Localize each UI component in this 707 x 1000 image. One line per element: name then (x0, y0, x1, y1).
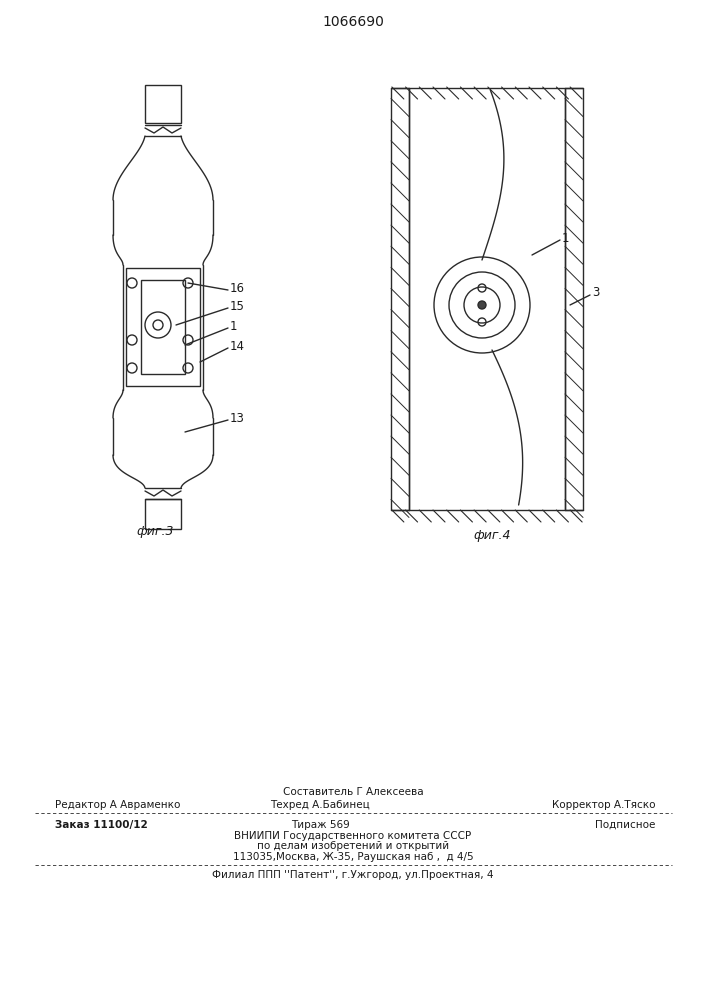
Text: ВНИИПИ Государственного комитета СССР: ВНИИПИ Государственного комитета СССР (235, 831, 472, 841)
Text: 14: 14 (230, 340, 245, 354)
Text: 1: 1 (230, 320, 238, 334)
Text: фиг.3: фиг.3 (136, 526, 174, 538)
Circle shape (478, 301, 486, 309)
Text: 1: 1 (562, 232, 570, 245)
Text: 3: 3 (592, 286, 600, 300)
Text: 13: 13 (230, 412, 245, 424)
Bar (141, 280, 185, 374)
Text: 15: 15 (230, 300, 245, 314)
Text: Редактор А Авраменко: Редактор А Авраменко (55, 800, 180, 810)
Text: по делам изобретений и открытий: по делам изобретений и открытий (257, 841, 449, 851)
Text: Подписное: Подписное (595, 820, 655, 830)
Text: Заказ 11100/12: Заказ 11100/12 (55, 820, 148, 830)
Bar (145, 499, 181, 529)
Text: 16: 16 (230, 282, 245, 294)
Bar (126, 268, 200, 386)
Bar (391, 88, 409, 510)
Text: Тираж 569: Тираж 569 (291, 820, 349, 830)
Text: Техред А.Бабинец: Техред А.Бабинец (270, 800, 370, 810)
Text: 1066690: 1066690 (322, 15, 384, 29)
Bar (145, 85, 181, 123)
Text: Филиал ПΠΠ ''Патент'', г.Ужгород, ул.Проектная, 4: Филиал ПΠΠ ''Патент'', г.Ужгород, ул.Про… (212, 870, 493, 880)
Text: Корректор А.Тяско: Корректор А.Тяско (551, 800, 655, 810)
Text: фиг.4: фиг.4 (473, 528, 510, 542)
Text: 113035,Москва, Ж-35, Раушская наб ,  д 4/5: 113035,Москва, Ж-35, Раушская наб , д 4/… (233, 852, 473, 862)
Text: Составитель Г Алексеева: Составитель Г Алексеева (283, 787, 423, 797)
Bar (565, 88, 583, 510)
